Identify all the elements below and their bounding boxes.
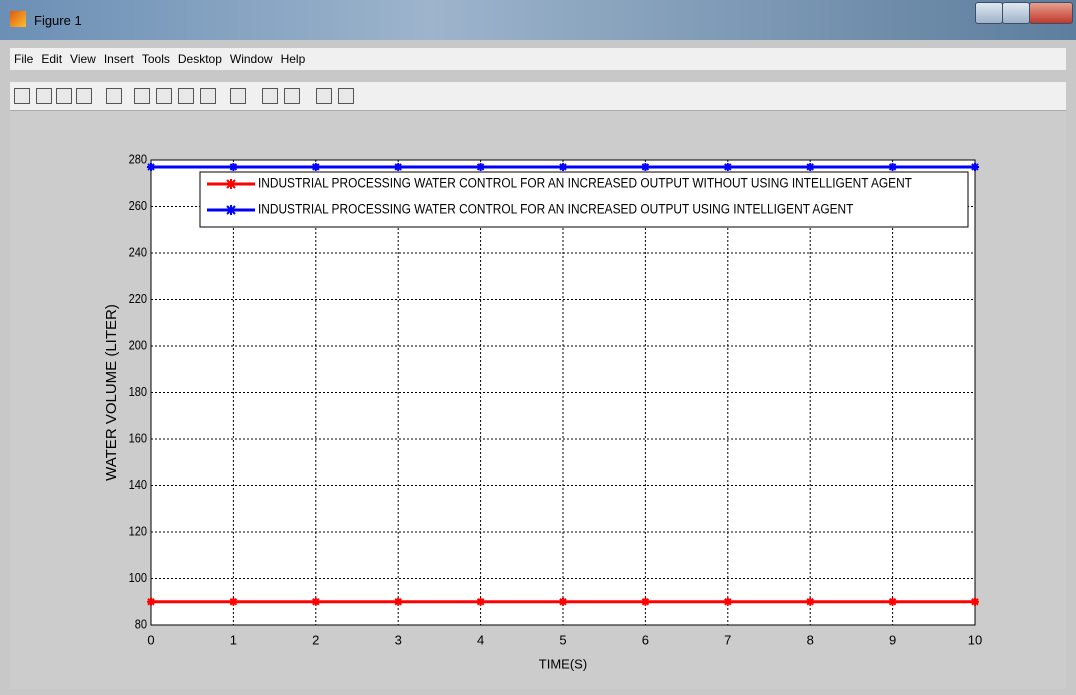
data-point: [394, 163, 402, 171]
y-tick-label: 220: [129, 291, 148, 306]
data-point: [724, 163, 732, 171]
y-tick-label: 140: [129, 477, 148, 492]
data-point: [229, 163, 237, 171]
chart: 80 100 120 140 160 180 200 220 240 260 280 0 1 2 3 4 5 6 7…: [0, 0, 1076, 695]
y-tick-label: 100: [129, 570, 148, 585]
data-point: [971, 598, 979, 606]
x-tick-label: 6: [642, 632, 649, 647]
figure-window: Figure 1 FileEditViewInsertToolsDesktopW…: [0, 0, 1076, 695]
y-tick-label: 80: [135, 617, 148, 632]
data-point: [477, 163, 485, 171]
x-tick-label: 10: [968, 632, 982, 647]
x-tick-label: 2: [312, 632, 319, 647]
data-point: [889, 163, 897, 171]
y-tick-label: 200: [129, 338, 148, 353]
data-point: [641, 163, 649, 171]
data-point: [641, 598, 649, 606]
legend-label: INDUSTRIAL PROCESSING WATER CONTROL FOR …: [258, 201, 853, 217]
y-tick-label: 240: [129, 245, 148, 260]
y-tick-label: 280: [129, 152, 148, 167]
data-point: [971, 163, 979, 171]
data-point: [724, 598, 732, 606]
data-point: [394, 598, 402, 606]
x-tick-label: 8: [807, 632, 814, 647]
y-tick-label: 160: [129, 431, 148, 446]
data-point: [312, 598, 320, 606]
legend-label: INDUSTRIAL PROCESSING WATER CONTROL FOR …: [258, 175, 912, 191]
data-point: [559, 598, 567, 606]
data-point: [559, 163, 567, 171]
data-point: [229, 598, 237, 606]
data-point: [806, 598, 814, 606]
x-tick-label: 5: [559, 632, 566, 647]
data-point: [147, 163, 155, 171]
y-tick-label: 120: [129, 524, 148, 539]
data-point: [147, 598, 155, 606]
data-point: [806, 163, 814, 171]
data-point: [477, 598, 485, 606]
x-axis-label: TIME(S): [539, 656, 587, 671]
x-tick-label: 7: [724, 632, 731, 647]
x-tick-label: 4: [477, 632, 484, 647]
data-point: [312, 163, 320, 171]
y-axis-label: WATER VOLUME (LITER): [103, 304, 120, 481]
x-tick-label: 1: [230, 632, 237, 647]
y-tick-label: 260: [129, 198, 148, 213]
x-tick-label: 3: [395, 632, 402, 647]
x-tick-label: 0: [147, 632, 154, 647]
data-point: [889, 598, 897, 606]
y-tick-label: 180: [129, 384, 148, 399]
x-tick-label: 9: [889, 632, 896, 647]
